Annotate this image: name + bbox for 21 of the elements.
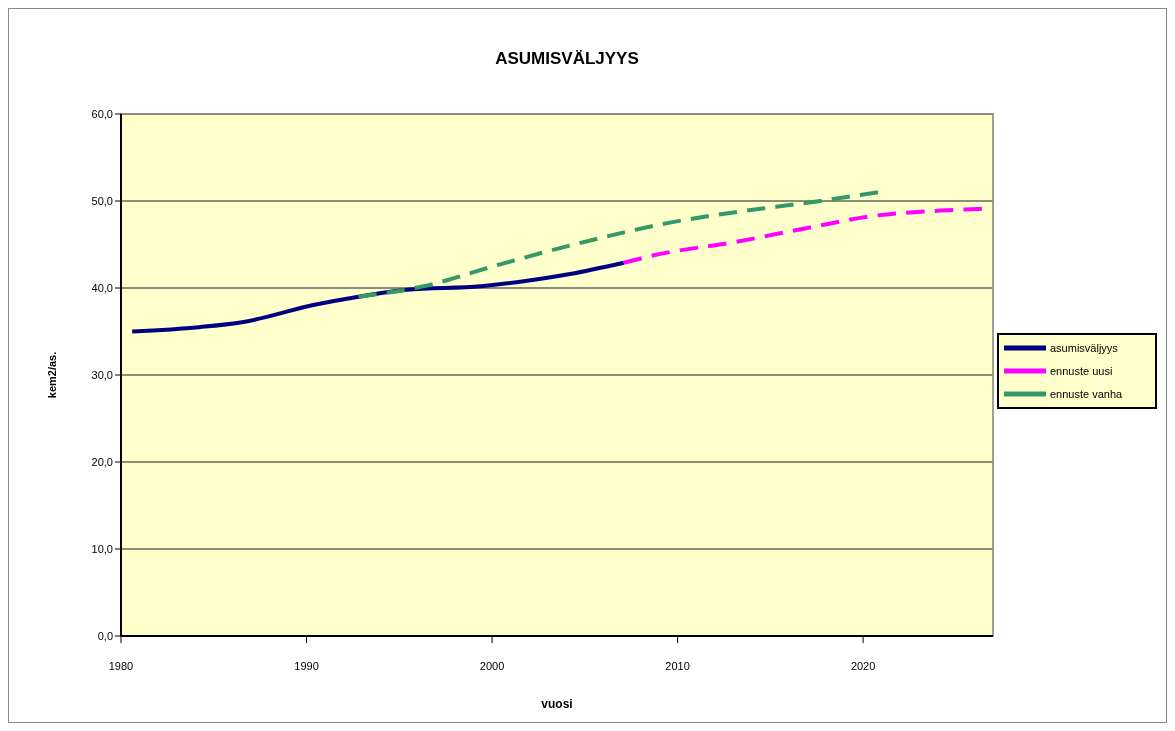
y-tick-label: 30,0 — [91, 369, 113, 381]
line-series — [356, 190, 880, 299]
x-tick-label: 1990 — [294, 660, 319, 672]
y-tick-label: 60,0 — [91, 108, 113, 120]
y-axis-title: kem2/as. — [46, 351, 58, 399]
line-series — [621, 206, 984, 265]
y-tick-label: 20,0 — [91, 456, 113, 468]
legend-label: ennuste vanha — [1050, 388, 1124, 400]
y-tick-label: 0,0 — [97, 630, 113, 642]
x-tick-label: 1980 — [108, 660, 134, 672]
x-tick-label: 2020 — [850, 660, 876, 672]
y-tick-label: 50,0 — [91, 195, 113, 207]
legend-label: ennuste uusi — [1050, 365, 1113, 377]
x-tick-label: 2010 — [665, 660, 690, 672]
x-tick-label: 2000 — [479, 660, 505, 672]
line-series — [130, 260, 626, 334]
x-axis-title: vuosi — [541, 697, 573, 711]
y-tick-label: 40,0 — [91, 282, 113, 294]
legend-label: asumisväljyys — [1050, 342, 1119, 354]
y-tick-label: 10,0 — [91, 543, 113, 555]
chart-title: ASUMISVÄLJYYS — [495, 49, 639, 68]
